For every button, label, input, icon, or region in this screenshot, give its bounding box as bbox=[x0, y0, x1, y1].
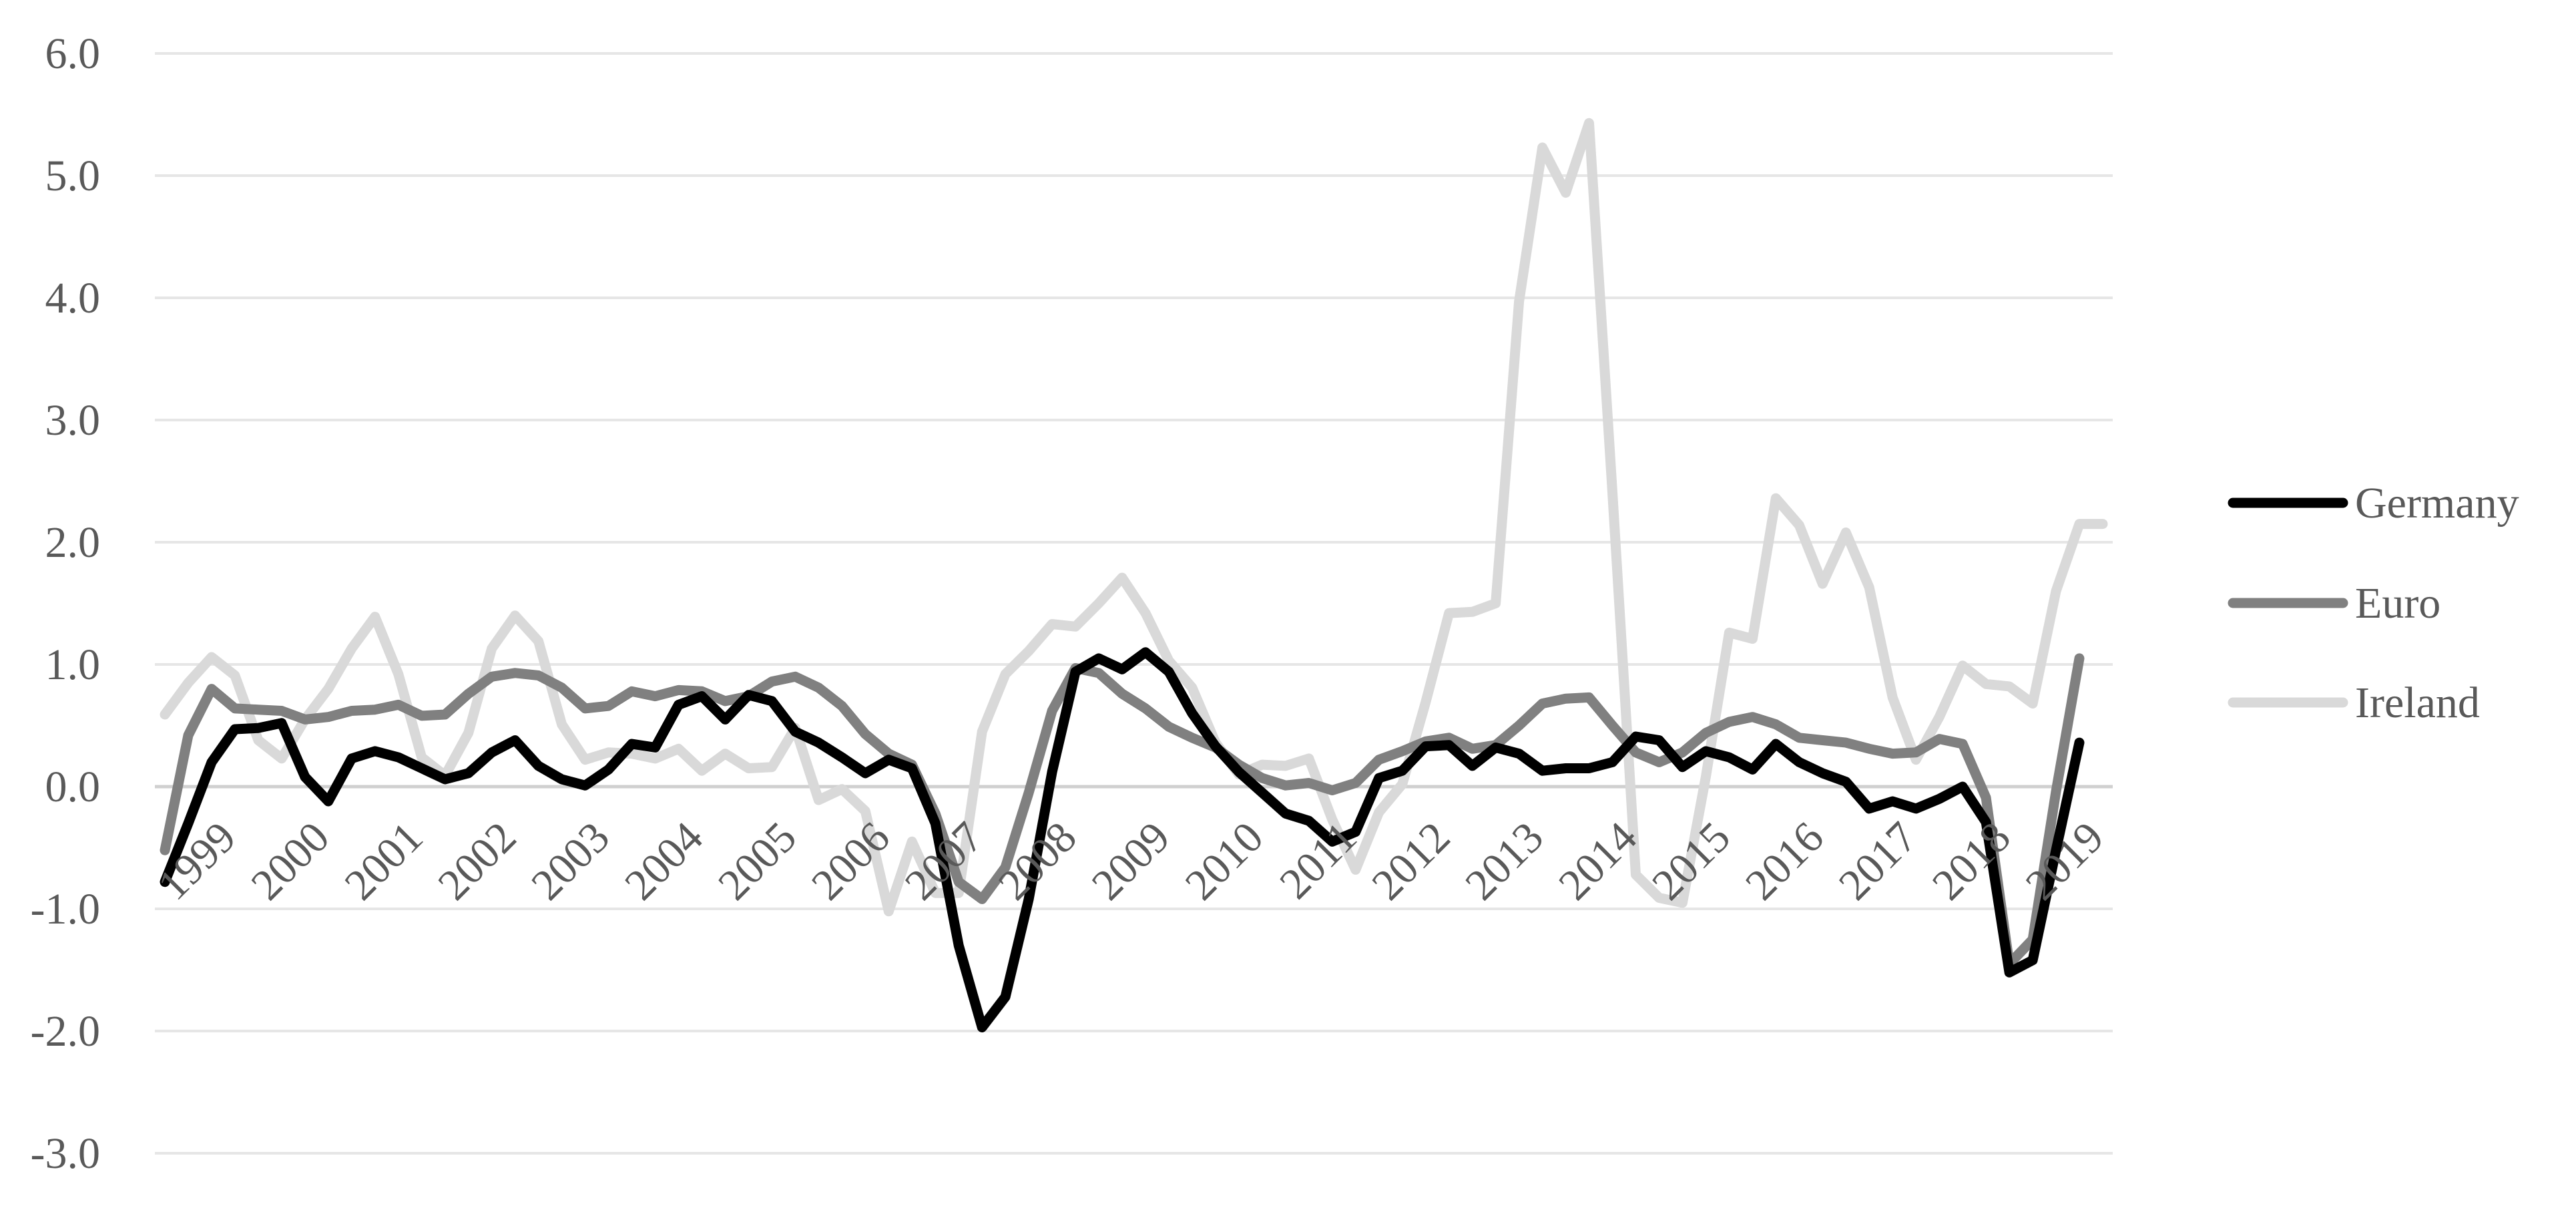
x-tick-label: 2001 bbox=[335, 813, 432, 910]
x-tick-label: 2000 bbox=[242, 813, 339, 910]
y-tick-label: 5.0 bbox=[45, 152, 101, 200]
y-tick-label: 0.0 bbox=[45, 763, 101, 811]
x-tick-label: 2016 bbox=[1736, 813, 1833, 910]
y-tick-label: 3.0 bbox=[45, 396, 101, 445]
legend: Germany Euro Ireland bbox=[2228, 479, 2519, 727]
y-tick-label: 2.0 bbox=[45, 518, 101, 567]
series-lines bbox=[160, 118, 2108, 1032]
x-tick-label: 2018 bbox=[1923, 813, 2020, 910]
y-tick-label: 4.0 bbox=[45, 274, 101, 323]
y-tick-label: -3.0 bbox=[31, 1129, 100, 1178]
y-tick-label: 1.0 bbox=[45, 640, 101, 689]
x-tick-label: 2002 bbox=[429, 813, 525, 910]
x-tick-label: 2011 bbox=[1270, 813, 1366, 908]
y-tick-label: -1.0 bbox=[31, 885, 100, 934]
series-line-euro bbox=[160, 653, 2085, 969]
x-tick-label: 2013 bbox=[1456, 813, 1553, 910]
x-tick-label: 2005 bbox=[709, 813, 806, 910]
x-tick-label: 2003 bbox=[522, 813, 619, 910]
y-axis-tick-labels: 6.0 5.0 4.0 3.0 2.0 1.0 0.0 -1.0 -2.0 -3.0 bbox=[31, 29, 100, 1178]
x-tick-label: 2009 bbox=[1083, 813, 1180, 910]
legend-label-germany: Germany bbox=[2355, 479, 2519, 528]
legend-label-euro: Euro bbox=[2355, 579, 2440, 628]
x-tick-label: 2010 bbox=[1176, 813, 1273, 910]
x-tick-label: 2008 bbox=[989, 813, 1086, 910]
legend-label-ireland: Ireland bbox=[2355, 678, 2480, 727]
series-line-germany bbox=[160, 647, 2085, 1032]
series-line-ireland bbox=[160, 118, 2108, 917]
x-axis-tick-labels: 1999200020012002200320042005200620072008… bbox=[149, 813, 2113, 910]
y-tick-label: -2.0 bbox=[31, 1007, 100, 1056]
x-tick-label: 2017 bbox=[1830, 813, 1926, 910]
y-tick-label: 6.0 bbox=[45, 29, 101, 78]
x-tick-label: 1999 bbox=[149, 813, 246, 910]
x-tick-label: 2004 bbox=[615, 813, 712, 910]
x-tick-label: 2019 bbox=[2017, 813, 2113, 910]
